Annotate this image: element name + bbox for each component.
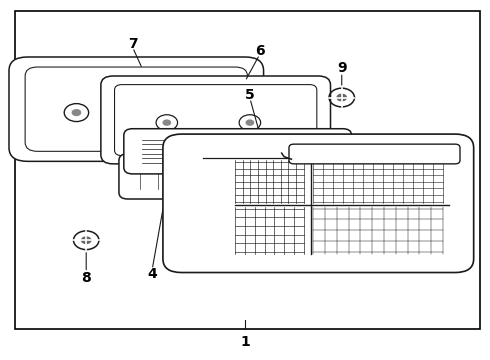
Text: 9: 9 bbox=[337, 61, 346, 75]
Text: 5: 5 bbox=[245, 87, 255, 102]
Circle shape bbox=[72, 109, 81, 116]
Text: 1: 1 bbox=[240, 335, 250, 349]
FancyBboxPatch shape bbox=[163, 134, 474, 273]
Circle shape bbox=[81, 236, 92, 244]
Text: 7: 7 bbox=[128, 37, 137, 51]
FancyBboxPatch shape bbox=[124, 129, 351, 174]
Circle shape bbox=[162, 120, 171, 126]
Text: 6: 6 bbox=[255, 44, 265, 58]
Text: 8: 8 bbox=[81, 271, 91, 284]
FancyBboxPatch shape bbox=[119, 154, 283, 199]
Text: 4: 4 bbox=[147, 267, 157, 281]
FancyBboxPatch shape bbox=[9, 57, 264, 161]
FancyBboxPatch shape bbox=[289, 144, 460, 164]
Circle shape bbox=[336, 94, 347, 102]
Text: 2: 2 bbox=[443, 157, 453, 171]
FancyBboxPatch shape bbox=[101, 76, 331, 164]
Circle shape bbox=[245, 120, 254, 126]
Text: 3: 3 bbox=[414, 153, 423, 167]
Bar bbox=[15, 12, 480, 329]
